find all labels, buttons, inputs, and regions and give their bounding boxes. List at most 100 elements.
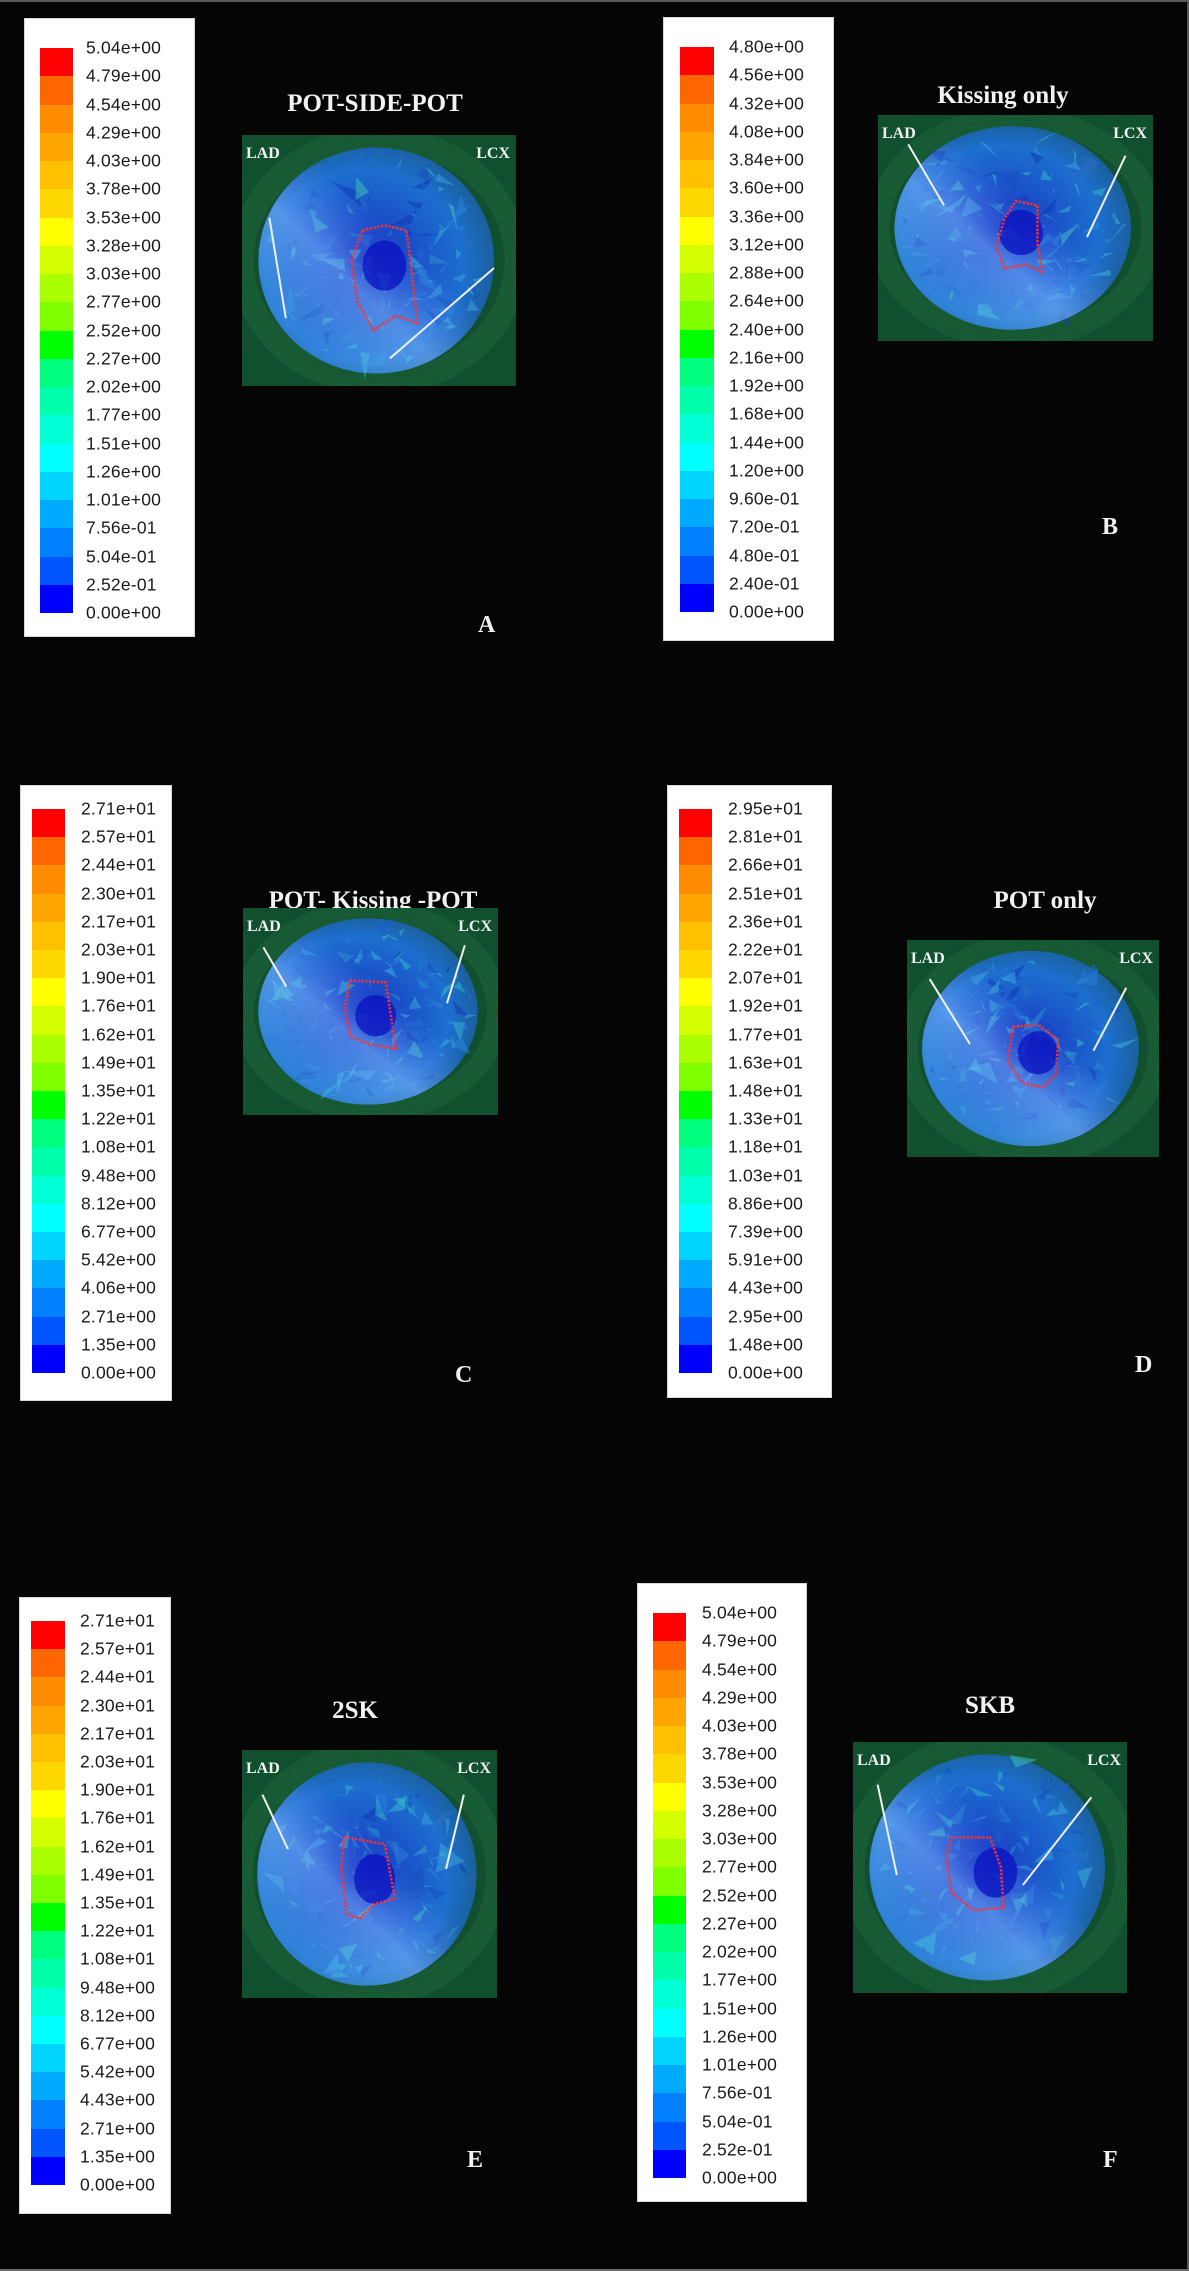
colorbar-band — [32, 865, 65, 894]
colorbar-band — [680, 470, 714, 499]
colorbar-legend: 5.04e+00 4.79e+00 4.54e+00 4.29e+00 4.03e+00… — [24, 18, 195, 637]
colorbar-tick-label: 8.12e+00 — [81, 1193, 157, 1214]
colorbar-tick-label: 4.06e+00 — [81, 1277, 157, 1298]
colorbar-band — [680, 103, 714, 132]
colorbar-band — [679, 837, 712, 866]
colorbar-tick-label: 2.44e+01 — [81, 854, 157, 875]
colorbar-tick-label: 1.92e+01 — [728, 995, 804, 1016]
colorbar-band — [680, 442, 714, 471]
colorbar-band — [653, 1726, 686, 1755]
colorbar-tick-label: 4.03e+00 — [86, 150, 162, 171]
colorbar-band — [31, 2156, 65, 2186]
colorbar-band — [653, 2149, 686, 2178]
colorbar-band — [679, 1147, 712, 1176]
colorbar-tick-label: 1.08e+01 — [80, 1948, 156, 1969]
colorbar-tick-label: 1.77e+00 — [702, 1969, 778, 1990]
colorbar-band — [40, 302, 73, 331]
panel-letter: E — [467, 2147, 484, 2173]
colorbar-band — [32, 1147, 65, 1176]
colorbar-band — [40, 556, 73, 585]
colorbar-tick-label: 1.26e+00 — [702, 2026, 778, 2047]
colorbar-tick-label: 5.42e+00 — [80, 2061, 156, 2082]
colorbar-band — [31, 1903, 65, 1932]
colorbar-tick-label: 2.81e+01 — [728, 826, 804, 847]
contour-image — [243, 908, 498, 1115]
colorbar-tick-label: 1.90e+01 — [81, 967, 157, 988]
colorbar-tick-label: 2.27e+00 — [702, 1913, 778, 1934]
colorbar-band — [679, 1006, 712, 1035]
colorbar-band — [680, 583, 714, 612]
colorbar-band — [40, 217, 73, 246]
colorbar-tick-label: 2.57e+01 — [80, 1638, 156, 1659]
colorbar-tick-label: 2.22e+01 — [728, 939, 804, 960]
contour-plot: LAD LCX — [853, 1742, 1127, 1993]
lcx-label: LCX — [1087, 1752, 1121, 1769]
colorbar-band — [40, 358, 73, 387]
colorbar-tick-label: 1.76e+01 — [81, 995, 157, 1016]
colorbar-band — [653, 1697, 686, 1726]
colorbar-band — [679, 1062, 712, 1092]
colorbar-tick-label: 1.51e+00 — [702, 1998, 778, 2018]
colorbar-tick-label: 5.04e+00 — [86, 37, 162, 58]
contour-image — [242, 1750, 497, 1998]
colorbar-tick-label: 1.48e+00 — [728, 1334, 804, 1355]
colorbar-tick-label: 5.04e+00 — [702, 1602, 778, 1623]
colorbar-tick-label: 3.84e+00 — [729, 149, 805, 170]
colorbar-tick-label: 1.22e+01 — [80, 1920, 156, 1941]
panel-letter: D — [1135, 1352, 1153, 1378]
colorbar — [31, 1621, 65, 2186]
colorbar-band — [680, 414, 714, 443]
colorbar-band — [31, 1931, 65, 1960]
colorbar-band — [680, 75, 714, 104]
colorbar-band — [679, 978, 712, 1007]
colorbar-band — [679, 1119, 712, 1148]
colorbar-band — [40, 387, 73, 416]
colorbar-tick-label: 2.40e-01 — [729, 573, 800, 594]
colorbar-ticks: 2.71e+01 2.57e+01 2.44e+01 2.30e+01 2.17e+01… — [80, 1611, 180, 2195]
contour-image — [853, 1742, 1127, 1993]
colorbar-band — [680, 555, 714, 584]
colorbar-ticks: 5.04e+00 4.79e+00 4.54e+00 4.29e+00 4.03e+00… — [702, 1603, 802, 2188]
colorbar-tick-label: 2.17e+01 — [80, 1723, 156, 1744]
lcx-label: LCX — [458, 918, 492, 935]
colorbar-band — [40, 132, 73, 161]
colorbar-tick-label: 4.08e+00 — [729, 121, 805, 142]
colorbar-band — [31, 1790, 65, 1819]
colorbar-band — [680, 499, 714, 528]
colorbar — [679, 809, 712, 1374]
colorbar-band — [680, 47, 714, 76]
colorbar-band — [680, 386, 714, 415]
colorbar-tick-label: 1.01e+00 — [86, 489, 162, 510]
colorbar-band — [31, 2015, 65, 2045]
colorbar-band — [680, 131, 714, 160]
colorbar-tick-label: 3.03e+00 — [86, 263, 162, 284]
colorbar-band — [653, 1810, 686, 1839]
colorbar-band — [31, 1621, 65, 1650]
colorbar-band — [32, 1006, 65, 1035]
colorbar-tick-label: 2.77e+00 — [86, 291, 162, 312]
colorbar-tick-label: 4.79e+00 — [86, 65, 162, 86]
colorbar-band — [32, 950, 65, 979]
colorbar-band — [40, 245, 73, 274]
colorbar-band — [679, 865, 712, 894]
contour-plot: LAD LCX — [907, 940, 1159, 1157]
colorbar-band — [31, 1874, 65, 1904]
colorbar-band — [679, 1344, 712, 1374]
colorbar-band — [679, 893, 712, 922]
colorbar-tick-label: 1.68e+00 — [729, 403, 805, 424]
colorbar-band — [653, 1952, 686, 1981]
colorbar-band — [680, 188, 714, 217]
colorbar-tick-label: 1.35e+01 — [81, 1080, 157, 1101]
colorbar-band — [680, 216, 714, 245]
colorbar-tick-label: 2.71e+00 — [80, 2118, 156, 2139]
colorbar-tick-label: 5.42e+00 — [81, 1249, 157, 1270]
colorbar-band — [40, 528, 73, 557]
panel-letter: B — [1102, 514, 1119, 540]
colorbar-tick-label: 2.52e-01 — [702, 2139, 773, 2160]
colorbar-tick-label: 2.71e+01 — [81, 798, 157, 819]
colorbar-tick-label: 2.07e+01 — [728, 967, 804, 988]
colorbar-tick-label: 4.29e+00 — [702, 1687, 778, 1708]
colorbar-band — [680, 273, 714, 302]
lad-label: LAD — [911, 950, 945, 967]
